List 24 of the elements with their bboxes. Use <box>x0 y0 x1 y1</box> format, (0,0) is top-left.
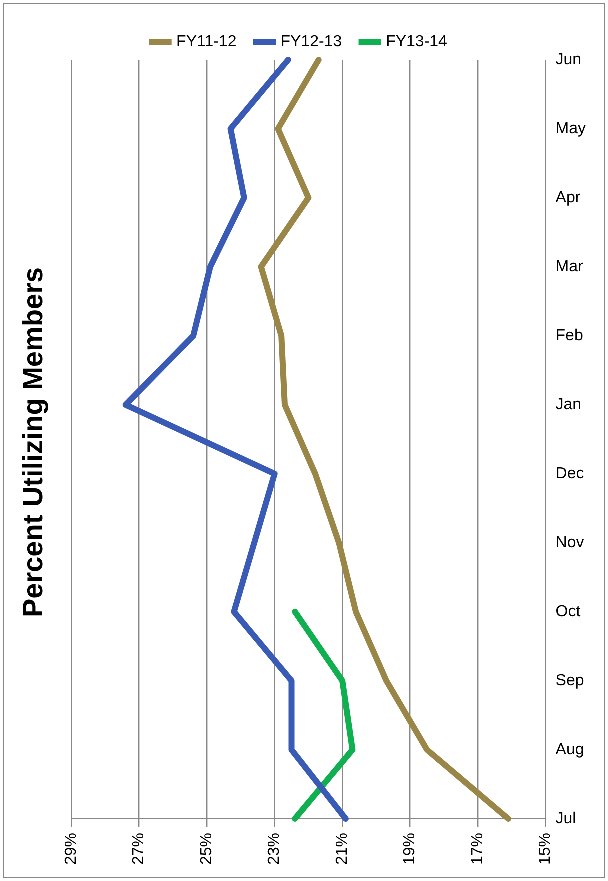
x-tick-label: 23% <box>266 832 284 866</box>
y-tick-label: Jul <box>556 810 576 828</box>
y-tick-label: Dec <box>556 465 584 482</box>
y-tick-label: Jan <box>556 396 582 414</box>
legend-label: FY13-14 <box>386 33 448 50</box>
y-tick-label: Nov <box>556 534 584 552</box>
text: Percent Utilizing Members <box>18 267 49 618</box>
x-tick-label: 21% <box>334 832 351 866</box>
y-tick-label: May <box>556 120 586 138</box>
x-tick-label: 15% <box>537 832 554 866</box>
x-tick-label: 25% <box>198 832 216 866</box>
y-tick-label: Sep <box>556 672 584 690</box>
y-tick-label: Apr <box>556 189 582 206</box>
legend-label: FY12-13 <box>280 33 342 50</box>
y-tick-label: Feb <box>556 327 584 344</box>
x-tick-label: 19% <box>402 832 419 866</box>
y-tick-label: Jun <box>556 51 582 68</box>
legend-label: FY11-12 <box>176 33 237 50</box>
x-tick-label: 29% <box>63 832 80 866</box>
x-tick-label: 27% <box>130 832 148 866</box>
y-tick-label: Oct <box>556 603 582 620</box>
y-tick-label: Mar <box>556 258 584 276</box>
y-tick-label: Aug <box>556 741 584 758</box>
x-tick-label: 17% <box>469 832 486 866</box>
